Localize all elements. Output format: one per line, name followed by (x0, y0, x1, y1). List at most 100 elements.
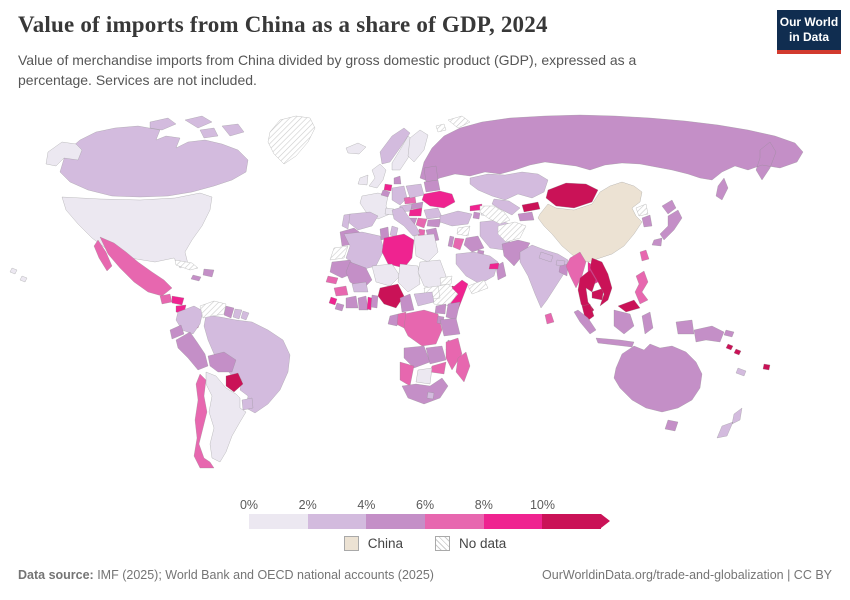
country-belarus[interactable] (423, 179, 441, 193)
legend-arrow-cap[interactable] (601, 514, 610, 528)
country-ivory-coast[interactable] (345, 295, 359, 309)
legend-bin-0[interactable] (249, 514, 308, 529)
country-hungary[interactable] (408, 207, 423, 217)
no-data-swatch[interactable] (434, 536, 450, 551)
country-eritrea[interactable] (439, 275, 453, 286)
country-italy[interactable] (391, 206, 421, 237)
legend-bin-5[interactable] (542, 514, 602, 529)
country-israel[interactable] (447, 235, 455, 248)
country-jamaica[interactable] (190, 274, 202, 282)
country-netherlands[interactable] (383, 183, 393, 192)
country-portugal[interactable] (341, 213, 351, 230)
country-uganda[interactable] (434, 303, 447, 315)
country-nepal[interactable] (538, 251, 554, 263)
country-western-sahara[interactable] (329, 245, 349, 261)
country-chile[interactable] (193, 373, 215, 469)
country-greenland[interactable] (267, 115, 316, 165)
country-new-caledonia[interactable] (735, 367, 747, 377)
country-suriname[interactable] (232, 308, 243, 320)
country-belgium[interactable] (380, 189, 391, 198)
country-iceland[interactable] (345, 142, 367, 155)
country-germany[interactable] (391, 185, 408, 206)
country-egypt[interactable] (413, 233, 439, 263)
country-philippines[interactable] (634, 270, 649, 305)
legend-bin-1[interactable] (307, 514, 367, 529)
country-gabon[interactable] (387, 313, 399, 327)
country-tanzania[interactable] (439, 317, 461, 337)
country-alaska[interactable] (45, 141, 83, 167)
country-vietnam[interactable] (589, 257, 613, 307)
country-japan[interactable] (651, 199, 683, 247)
country-honduras[interactable] (171, 295, 185, 306)
china-swatch[interactable] (343, 536, 359, 551)
country-yemen[interactable] (467, 279, 489, 295)
country-mongolia[interactable] (545, 182, 599, 209)
country-syria[interactable] (456, 225, 471, 237)
country-cuba[interactable] (174, 259, 199, 271)
country-uruguay[interactable] (241, 397, 254, 411)
country-taiwan[interactable] (639, 249, 650, 262)
country-argentina[interactable] (205, 371, 247, 463)
country-denmark[interactable] (393, 175, 402, 185)
country-jordan[interactable] (452, 237, 465, 251)
country-finland[interactable] (407, 129, 429, 163)
country-south-africa[interactable] (401, 377, 449, 405)
country-guyana[interactable] (223, 305, 235, 319)
country-colombia[interactable] (175, 305, 204, 335)
country-canada[interactable] (59, 115, 249, 198)
country-indonesia[interactable] (573, 309, 695, 348)
country-armenia[interactable] (472, 211, 481, 220)
country-norway[interactable] (379, 127, 411, 165)
country-thailand[interactable] (577, 269, 597, 317)
country-tajikistan[interactable] (517, 211, 535, 222)
country-solomon-islands[interactable] (725, 343, 742, 356)
country-zimbabwe[interactable] (429, 361, 447, 375)
country-niger[interactable] (371, 263, 401, 287)
country-hispaniola[interactable] (202, 268, 215, 278)
legend-bin-2[interactable] (366, 514, 426, 529)
country-senegal[interactable] (325, 275, 339, 285)
country-spain[interactable] (347, 211, 379, 231)
country-baltics[interactable] (423, 165, 439, 183)
country-ireland[interactable] (357, 174, 369, 186)
country-venezuela[interactable] (199, 300, 227, 319)
country-nigeria[interactable] (377, 283, 405, 309)
country-papua-new-guinea[interactable] (693, 325, 735, 343)
country-angola[interactable] (403, 345, 431, 369)
country-chad[interactable] (397, 263, 421, 293)
country-iraq[interactable] (463, 235, 485, 253)
country-zambia[interactable] (425, 345, 447, 365)
country-paraguay[interactable] (225, 372, 244, 393)
country-sri-lanka[interactable] (544, 312, 555, 325)
country-usa[interactable] (61, 192, 213, 269)
country-guatemala[interactable] (159, 293, 173, 305)
country-bangladesh[interactable] (558, 263, 569, 277)
country-kenya[interactable] (445, 301, 461, 321)
country-togo[interactable] (366, 296, 373, 311)
country-lesotho[interactable] (426, 391, 435, 400)
country-uae[interactable] (488, 262, 500, 270)
country-ecuador[interactable] (169, 324, 185, 340)
country-peru[interactable] (175, 331, 209, 371)
country-svalbard[interactable] (435, 115, 471, 133)
country-turkmenistan[interactable] (479, 205, 511, 225)
country-new-zealand[interactable] (716, 407, 743, 439)
country-french-guiana[interactable] (240, 310, 250, 321)
country-hawaii[interactable] (9, 267, 28, 283)
country-romania[interactable] (423, 207, 443, 220)
country-afghanistan[interactable] (497, 221, 527, 243)
country-namibia[interactable] (399, 361, 415, 387)
country-madagascar[interactable] (455, 351, 471, 383)
country-guinea[interactable] (333, 285, 349, 297)
legend-bin-3[interactable] (425, 514, 484, 529)
country-saudi-arabia[interactable] (455, 251, 499, 285)
country-libya[interactable] (381, 233, 415, 269)
country-north-korea[interactable] (635, 203, 649, 217)
country-mexico[interactable] (93, 236, 173, 297)
country-ukraine[interactable] (421, 190, 456, 209)
country-russia[interactable] (419, 114, 804, 201)
country-kyrgyzstan[interactable] (521, 201, 541, 213)
country-australia[interactable] (613, 343, 703, 432)
country-cameroon[interactable] (399, 293, 415, 313)
footer-link[interactable]: OurWorldinData.org/trade-and-globalizati… (542, 568, 832, 582)
